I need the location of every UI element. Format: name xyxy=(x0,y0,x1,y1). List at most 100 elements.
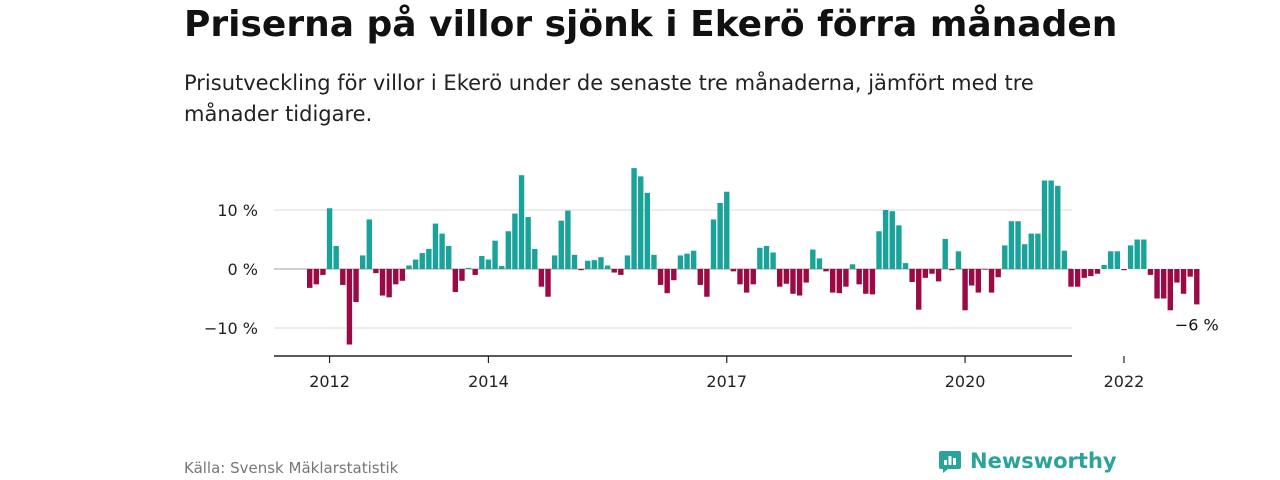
bar xyxy=(379,269,386,296)
bar xyxy=(823,269,829,272)
bar xyxy=(790,269,796,294)
bar xyxy=(1068,269,1074,287)
chart-subtitle: Prisutveckling för villor i Ekerö under … xyxy=(184,71,1034,126)
bar xyxy=(882,210,889,269)
y-tick-label: −10 % xyxy=(204,319,258,338)
bar xyxy=(591,260,598,269)
bar xyxy=(326,208,333,269)
bar xyxy=(538,269,545,287)
bar xyxy=(465,267,472,269)
bar xyxy=(412,259,419,269)
bar xyxy=(777,269,783,287)
bar xyxy=(902,263,909,269)
bar xyxy=(1114,251,1121,269)
bar xyxy=(982,269,988,270)
bar xyxy=(525,217,531,269)
bar xyxy=(783,269,790,284)
brand-logo: Newsworthy xyxy=(938,449,1117,473)
bar xyxy=(1094,269,1101,274)
bar xyxy=(1028,233,1034,269)
newsworthy-logo-icon xyxy=(939,451,961,473)
bar xyxy=(359,255,366,269)
bar xyxy=(446,245,452,269)
bar xyxy=(651,254,657,269)
bar xyxy=(512,213,518,269)
bar xyxy=(1048,180,1054,269)
bar xyxy=(571,254,578,269)
bar xyxy=(532,248,538,269)
bar xyxy=(492,240,498,269)
bar xyxy=(763,245,770,269)
bar xyxy=(611,269,617,273)
bar xyxy=(757,247,763,269)
bar xyxy=(313,269,320,285)
bar xyxy=(1187,269,1193,277)
y-tick-label: 0 % xyxy=(228,260,258,279)
last-value-label: −6 % xyxy=(1175,315,1219,334)
bar xyxy=(472,269,478,275)
bar xyxy=(975,269,982,293)
bar xyxy=(962,269,968,311)
bar xyxy=(955,251,962,269)
bar xyxy=(624,255,631,269)
bar xyxy=(452,269,459,293)
bar xyxy=(1041,180,1048,269)
bar xyxy=(631,168,637,269)
bar xyxy=(929,269,935,274)
bar xyxy=(949,269,955,271)
bar xyxy=(604,265,611,269)
bar xyxy=(578,269,584,271)
bar xyxy=(1101,264,1107,269)
bar xyxy=(644,192,651,269)
axes xyxy=(274,355,1125,363)
bar xyxy=(1174,269,1180,283)
bar xyxy=(459,269,465,281)
bar xyxy=(1121,269,1127,271)
bar xyxy=(1194,269,1200,305)
bar xyxy=(849,264,856,269)
bar xyxy=(803,269,809,283)
bar xyxy=(340,269,346,285)
bar xyxy=(704,269,710,297)
bar xyxy=(307,269,313,288)
bar xyxy=(743,269,750,293)
bar xyxy=(598,257,604,269)
bar-chart: 10 % 0 % −10 % 2012 2014 2017 2020 2022 −6 % xyxy=(204,168,1219,391)
bar xyxy=(406,265,412,269)
bar xyxy=(1061,250,1068,269)
bar xyxy=(863,269,869,294)
bar xyxy=(1141,239,1147,269)
bar xyxy=(995,269,1001,278)
bar xyxy=(1015,221,1021,269)
bar xyxy=(551,255,558,269)
bar xyxy=(439,233,445,269)
bar xyxy=(922,269,929,278)
bar xyxy=(896,225,902,269)
bar xyxy=(1108,251,1114,269)
bar xyxy=(1074,269,1081,287)
bar xyxy=(876,231,882,269)
bar xyxy=(657,269,664,285)
x-tick-label: 2017 xyxy=(706,372,747,391)
bar xyxy=(829,269,836,293)
bar xyxy=(432,223,439,269)
bar xyxy=(690,250,697,269)
y-tick-label: 10 % xyxy=(217,201,258,220)
bar xyxy=(737,269,743,285)
bar xyxy=(565,210,571,269)
bar xyxy=(1088,269,1094,277)
chart-title: Priserna på villor sjönk i Ekerö förra m… xyxy=(184,4,1118,45)
bar xyxy=(585,260,591,269)
bar xyxy=(856,269,862,285)
bar xyxy=(618,269,624,275)
bar xyxy=(366,219,372,269)
bar xyxy=(843,269,849,287)
bar xyxy=(1180,269,1187,294)
x-tick-label: 2022 xyxy=(1104,372,1145,391)
bar xyxy=(750,269,756,285)
bar xyxy=(386,269,392,298)
bar xyxy=(969,269,975,286)
bar xyxy=(684,253,690,269)
bar xyxy=(1154,269,1160,299)
bar xyxy=(770,252,776,269)
